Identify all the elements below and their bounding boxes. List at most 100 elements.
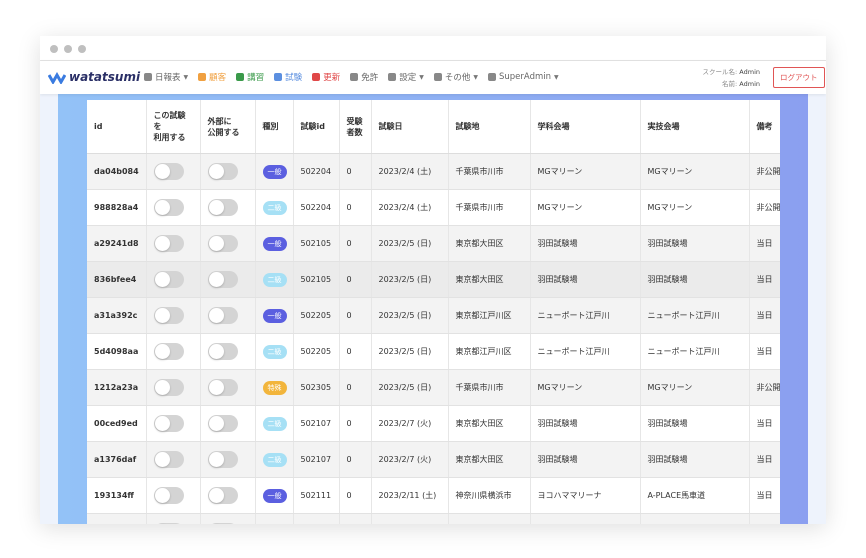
place-cell: 東京都江戸川区 [448, 297, 531, 334]
nav-item[interactable]: 設定 ▼ [388, 71, 424, 83]
caret: ▼ [183, 73, 189, 81]
count-cell: 0 [339, 513, 372, 524]
table-row[interactable]: 1212a23a 特殊 502305 0 2023/2/5 (日) 千葉県市川市 MGマリー… [87, 369, 780, 406]
nav-item[interactable]: 試験 [274, 71, 302, 83]
table-row[interactable]: 5d4098aa 二級 502205 0 2023/2/5 (日) 東京都江戸川区 ニューポ… [87, 333, 780, 370]
date-cell: 2023/2/11 (土) [371, 477, 449, 514]
note-cell: 非公開 [749, 189, 780, 226]
table-row[interactable]: 00ced9ed 二級 502107 0 2023/2/7 (火) 東京都大田区 羽田試験場… [87, 405, 780, 442]
nav-label: 講習 [247, 73, 265, 83]
nav-item[interactable]: 更新 [312, 71, 340, 83]
nav-item[interactable]: 日報表 ▼ [144, 71, 188, 83]
table-row[interactable]: fd8d1e8b 二級50211102023/2/11 (土)神奈川県横浜市ヨコハ… [87, 513, 780, 524]
date-cell: 2023/2/5 (日) [371, 225, 449, 262]
toggle-switch[interactable] [207, 235, 238, 252]
table-row[interactable]: 988828a4 二級 502204 0 2023/2/4 (土) 千葉県市川市 MGマリー… [87, 189, 780, 226]
toggle-cell [200, 297, 256, 334]
toggle-switch[interactable] [207, 487, 238, 504]
venue-cell: MGマリーン [530, 369, 641, 406]
toggle-switch[interactable] [207, 379, 238, 396]
note-cell: 当日 [749, 405, 780, 442]
table-row[interactable]: da04b084 一般 502204 0 2023/2/4 (土) 千葉県市川市 MGマリー… [87, 153, 780, 190]
note-cell: 当日 [749, 333, 780, 370]
toggle-switch[interactable] [153, 379, 184, 396]
toggle-switch[interactable] [153, 307, 184, 324]
count-cell: 0 [339, 225, 372, 262]
toggle-cell [146, 261, 201, 298]
practical-cell: A-PLACE馬車道 [640, 477, 750, 514]
table-row[interactable]: a1376daf 二級 502107 0 2023/2/7 (火) 東京都大田区 羽田試験場… [87, 441, 780, 478]
toggle-cell [200, 225, 256, 262]
practical-cell: 羽田試験場 [640, 405, 750, 442]
toggle-cell [146, 333, 201, 370]
place-cell: 神奈川県横浜市 [448, 477, 531, 514]
kind-cell: 一般 [255, 297, 294, 334]
logo[interactable]: watatsumi [47, 70, 141, 86]
toggle-switch[interactable] [207, 451, 238, 468]
nav-item[interactable]: 免許 [350, 71, 378, 83]
toggle-switch[interactable] [153, 163, 184, 180]
name-line: 名前: Admin [680, 78, 760, 90]
toggle-switch[interactable] [207, 307, 238, 324]
nav-icon [488, 73, 496, 81]
date-cell: 2023/2/5 (日) [371, 261, 449, 298]
toggle-switch[interactable] [207, 523, 238, 524]
toggle-switch[interactable] [153, 487, 184, 504]
toggle-cell [146, 369, 201, 406]
venue-cell: ヨコハママリーナ [530, 513, 641, 524]
toggle-switch[interactable] [207, 199, 238, 216]
place-cell: 千葉県市川市 [448, 369, 531, 406]
kind-badge: 二級 [262, 344, 287, 359]
toggle-cell [146, 153, 201, 190]
content: id この試験を 利用する 外部に 公開する 種別 試験id 受験 者数 試験日 試験地 学科会… [40, 94, 826, 524]
toggle-switch[interactable] [207, 163, 238, 180]
toggle-switch[interactable] [153, 523, 184, 524]
toggle-switch[interactable] [153, 343, 184, 360]
place-cell: 千葉県市川市 [448, 189, 531, 226]
note-cell: 当日 [749, 513, 780, 524]
logout-button[interactable]: ログアウト [773, 67, 825, 88]
nav-label: 試験 [285, 73, 303, 83]
toggle-switch[interactable] [207, 271, 238, 288]
table-row[interactable]: 193134ff 一般 502111 0 2023/2/11 (土) 神奈川県横浜市 ヨコハ… [87, 477, 780, 514]
nav-icon [388, 73, 397, 81]
practical-cell: 羽田試験場 [640, 225, 750, 262]
toggle-switch[interactable] [153, 415, 184, 432]
count-cell: 0 [339, 333, 372, 370]
toggle-switch[interactable] [207, 343, 238, 360]
table-body: da04b084 一般 502204 0 2023/2/4 (土) 千葉県市川市 MGマリー… [87, 153, 780, 524]
table-row[interactable]: 836bfee4 二級 502105 0 2023/2/5 (日) 東京都大田区 羽田試験場… [87, 261, 780, 298]
toggle-switch[interactable] [153, 271, 184, 288]
venue-cell: ニューポート江戸川 [530, 333, 641, 370]
count-cell: 0 [339, 477, 372, 514]
nav-item[interactable]: その他 ▼ [433, 71, 478, 83]
nav-item[interactable]: 講習 [236, 71, 264, 83]
nav-item[interactable]: SuperAdmin ▼ [488, 71, 559, 83]
school-line: スクール名: Admin [680, 66, 761, 78]
toggle-switch[interactable] [153, 199, 184, 216]
id-cell: 1212a23a [87, 369, 147, 406]
column-header: 備考 [749, 100, 780, 154]
logo-text: watatsumi [69, 70, 141, 84]
table-row[interactable]: a29241d8 一般 502105 0 2023/2/5 (日) 東京都大田区 羽田試験場… [87, 225, 780, 262]
nav-item[interactable]: 顧客 [198, 71, 226, 83]
column-header: id [87, 100, 147, 154]
venue-cell: ニューポート江戸川 [530, 297, 641, 334]
note-cell: 非公開 [749, 369, 780, 406]
toggle-switch[interactable] [153, 235, 184, 252]
place-cell: 千葉県市川市 [448, 153, 531, 190]
nav-label: 免許 [361, 73, 379, 83]
column-header: 試験地 [448, 100, 531, 154]
practical-cell: MGマリーン [640, 153, 750, 190]
column-header: 実技会場 [640, 100, 750, 154]
toggle-cell [146, 405, 201, 442]
count-cell: 0 [339, 297, 372, 334]
nav-icon [198, 73, 207, 81]
table-row[interactable]: a31a392c 一般 502205 0 2023/2/5 (日) 東京都江戸川区 ニューポ… [87, 297, 780, 334]
toggle-switch[interactable] [153, 451, 184, 468]
caret: ▼ [419, 73, 424, 81]
venue-cell: 羽田試験場 [530, 405, 641, 442]
toggle-switch[interactable] [207, 415, 238, 432]
exam-id-cell: 502105 [293, 225, 340, 262]
